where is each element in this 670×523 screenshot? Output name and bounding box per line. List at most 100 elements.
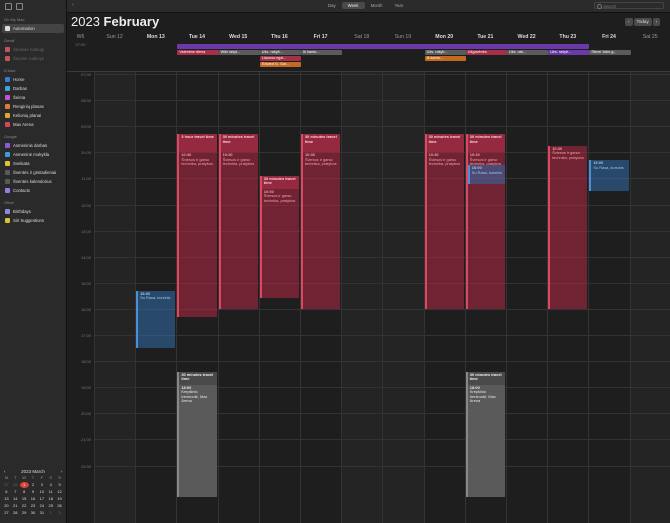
mini-day[interactable]: 29 (21, 510, 27, 515)
mini-day[interactable]: 4 (49, 482, 52, 487)
week-grid[interactable]: 07:00 08:00 09:00 10:00 11:00 12:00 13:00 14:00… (67, 72, 670, 523)
today-button[interactable]: Today (633, 18, 652, 26)
sidebar-item[interactable]: Birthdays (0, 207, 66, 216)
sidebar-item-automation[interactable]: Automation (2, 24, 64, 33)
calendar-event[interactable]: 30 minutes travel time (301, 134, 341, 153)
checkbox-icon[interactable] (5, 95, 10, 100)
mini-day[interactable]: 30 (30, 510, 36, 515)
checkbox-icon[interactable] (5, 77, 10, 82)
allday-event[interactable]: Iš kanto... (301, 50, 343, 55)
sidebar-item[interactable]: Max Arena (0, 120, 66, 129)
inbox-icon[interactable] (16, 2, 23, 10)
calendar-event[interactable]: 3 hour travel time (177, 134, 217, 153)
calendar-event[interactable]: 30 minutes travel time (177, 371, 217, 385)
checkbox-icon[interactable] (5, 86, 10, 91)
mini-day[interactable]: 1 (19, 482, 29, 488)
mini-day[interactable]: 15 (21, 496, 27, 501)
calendar-event[interactable]: 10:30 Šviesos ir garso technika, pratybos (177, 152, 217, 317)
mini-day[interactable]: 5 (58, 482, 61, 487)
day-header[interactable]: Tue 14 (188, 34, 206, 40)
mini-day[interactable]: 25 (48, 503, 53, 508)
sidebar-item[interactable]: Kelionių planai (0, 111, 66, 120)
calendar-event[interactable]: 16:00 Su Rasa, kursinis (136, 290, 176, 349)
mini-day[interactable]: 28 (13, 510, 18, 515)
calendar-event[interactable]: 30 minutes travel time (465, 134, 505, 153)
day-header[interactable]: Wed 15 (229, 34, 248, 40)
sidebar-item[interactable]: Home (0, 75, 66, 84)
allday-event[interactable] (177, 44, 590, 49)
calendar-event[interactable]: 16:00 Su Rasa, kursinis (467, 165, 505, 184)
view-year-button[interactable]: Year (394, 3, 404, 8)
mini-day[interactable]: 16 (30, 496, 36, 501)
calendar-event[interactable]: 30 minutes travel time (465, 371, 505, 385)
sidebar-item[interactable]: Sveikata (0, 159, 66, 168)
checkbox-icon[interactable] (5, 26, 10, 31)
chevron-left-icon[interactable]: ‹ (72, 2, 74, 8)
mini-day[interactable]: 10 (39, 489, 45, 494)
mini-day[interactable]: 7 (14, 489, 17, 494)
allday-event[interactable]: Liaunos egzl... (259, 56, 301, 61)
allday-event[interactable]: Valentine diena (177, 50, 219, 55)
day-header[interactable]: Sat 25 (642, 34, 658, 40)
checkbox-icon[interactable] (5, 188, 10, 193)
allday-event[interactable]: Wiki rašyt... (218, 50, 260, 55)
search-input[interactable]: Search (594, 2, 664, 9)
mini-day[interactable]: 2 (31, 482, 35, 487)
mini-day[interactable]: 9 (31, 489, 35, 494)
calendar-event[interactable]: 30 minutes travel time (424, 134, 464, 153)
sidebar-item[interactable]: Šaunūs rudenys (0, 54, 66, 63)
calendar-event[interactable]: 18:00 Krepšinio treniruotė, Max Arena (177, 384, 217, 497)
allday-event[interactable]: Užs. raš... (507, 50, 549, 55)
calendar-event[interactable]: 10:30 Šviesos ir garso technika, pratybos (301, 152, 341, 309)
checkbox-icon[interactable] (5, 122, 10, 127)
allday-event[interactable]: Iš kanto... (424, 56, 466, 61)
mini-day[interactable]: 23 (30, 503, 36, 508)
sidebar-item[interactable]: Darbas (0, 84, 66, 93)
mini-day[interactable]: 27 (4, 510, 9, 515)
checkbox-icon[interactable] (5, 47, 10, 52)
sidebar-item[interactable]: Siri Suggestions (0, 216, 66, 225)
next-week-button[interactable]: › (652, 18, 661, 26)
mini-day[interactable]: 24 (39, 503, 45, 508)
mini-day[interactable]: 28 (13, 482, 18, 487)
mini-day[interactable]: 21 (13, 503, 18, 508)
allday-event[interactable]: Užs. rašyti... (548, 50, 590, 55)
checkbox-icon[interactable] (5, 218, 10, 223)
checkbox-icon[interactable] (5, 179, 10, 184)
calendar-event[interactable]: 10:30 Šviesos ir garso technika, pratybos (548, 145, 588, 309)
mini-day[interactable]: 31 (39, 510, 45, 515)
sidebar-item[interactable]: Šaunias ruduogi (0, 45, 66, 54)
mini-prev-icon[interactable]: ‹ (4, 468, 6, 474)
mini-day[interactable]: 12 (57, 489, 62, 494)
mini-day[interactable]: 6 (5, 489, 8, 494)
calendar-event[interactable]: 18:00 Krepšinio treniruotė, Max Arena (465, 384, 505, 497)
mini-next-icon[interactable]: › (60, 468, 62, 474)
checkbox-icon[interactable] (5, 113, 10, 118)
mini-day[interactable]: 11 (48, 489, 53, 494)
mini-day[interactable]: 19 (57, 496, 62, 501)
mini-day[interactable]: 26 (57, 503, 62, 508)
day-header[interactable]: Sun 19 (394, 34, 412, 40)
mini-day[interactable]: 20 (4, 503, 9, 508)
calendar-event[interactable]: 10:30 Šviesos ir garso technika, pratybos (218, 152, 258, 309)
view-day-button[interactable]: Day (328, 3, 336, 8)
calendar-event[interactable]: 10:30 Šviesos ir garso technika, pratybos (424, 152, 464, 309)
mini-day[interactable]: 22 (21, 503, 27, 508)
allday-event[interactable]: Užgavėnės (465, 50, 507, 55)
allday-event[interactable]: Edvard G. Gur... (259, 62, 301, 67)
allday-event[interactable]: Užs. rašyti... (259, 50, 301, 55)
allday-event[interactable]: Užs. rašyti... (424, 50, 466, 55)
sidebar-item[interactable]: Šventės kalendorius (0, 177, 66, 186)
prev-week-button[interactable]: ‹ (625, 18, 633, 26)
sidebar-item[interactable]: Šeima (0, 93, 66, 102)
day-header[interactable]: Thu 16 (271, 34, 288, 40)
day-header[interactable]: Wed 22 (517, 34, 536, 40)
sidebar-item[interactable]: Asmeninė mokykla (0, 150, 66, 159)
day-header[interactable]: Mon 13 (146, 34, 165, 40)
mini-day[interactable]: 2 (58, 510, 61, 515)
mini-day[interactable]: 14 (13, 496, 18, 501)
mini-day[interactable]: 27 (4, 482, 9, 487)
view-month-button[interactable]: Month (370, 3, 383, 8)
mini-day[interactable]: 1 (49, 510, 52, 515)
sidebar-item[interactable]: Asmeninis darbas (0, 141, 66, 150)
